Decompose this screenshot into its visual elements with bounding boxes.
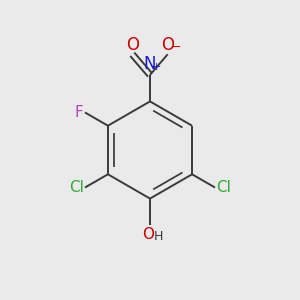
Text: H: H (154, 230, 164, 242)
Text: O: O (142, 226, 154, 242)
Text: −: − (171, 41, 181, 54)
Text: Cl: Cl (217, 180, 231, 195)
Text: Cl: Cl (69, 180, 83, 195)
Text: F: F (75, 105, 83, 120)
Text: O: O (126, 36, 139, 54)
Text: O: O (161, 36, 174, 54)
Text: +: + (152, 62, 161, 72)
Text: N: N (144, 56, 156, 74)
